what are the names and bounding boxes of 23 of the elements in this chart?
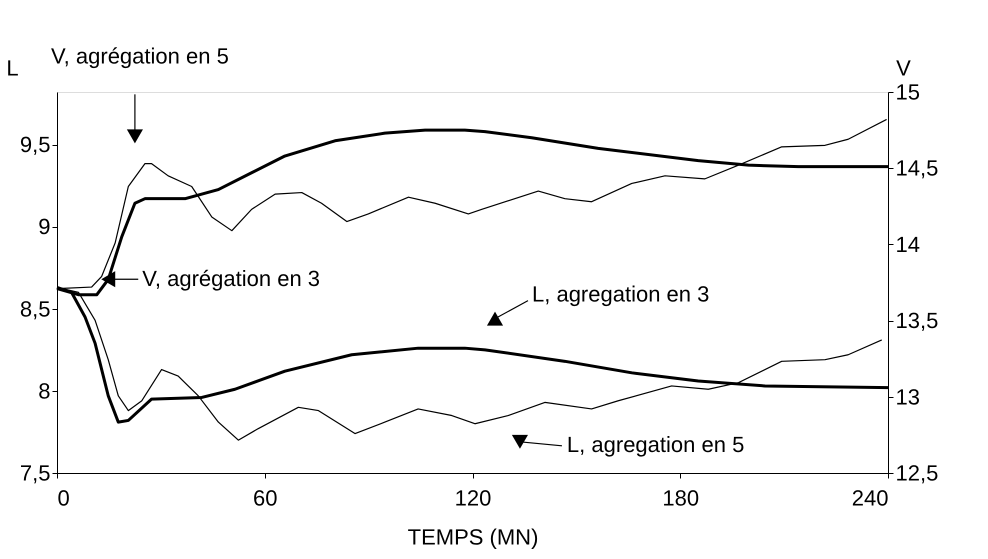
x-tick-label: 60 <box>253 486 278 510</box>
y-tick-label: 8,5 <box>20 296 50 322</box>
annotation: V, agrégation en 3 <box>142 266 320 292</box>
x-tick-label: 0 <box>58 486 70 510</box>
y-axis-title: L <box>6 56 19 80</box>
annotation: L, agregation en 5 <box>566 432 744 457</box>
x-tick-label: 180 <box>662 486 700 510</box>
x-tick-label: 240 <box>852 486 888 510</box>
y-tick-label: 7,5 <box>20 460 50 486</box>
y-tick-label: 9,5 <box>20 132 50 158</box>
y2-tick-label: 14,5 <box>896 156 938 181</box>
y-tick-label: 8 <box>38 378 50 404</box>
y2-tick-label: 13,5 <box>896 308 938 334</box>
y-tick-label: 9 <box>38 214 50 240</box>
annotation: L, agregation en 3 <box>532 282 710 307</box>
y2-tick-label: 14 <box>896 232 920 257</box>
x-axis-title: TEMPS (MN) <box>408 524 538 550</box>
y2-axis-title: V <box>896 56 912 80</box>
y2-tick-label: 13 <box>896 384 920 410</box>
x-tick-label: 120 <box>454 486 492 510</box>
y2-tick-label: 15 <box>896 80 920 104</box>
y2-tick-label: 12,5 <box>896 460 938 486</box>
annotation: V, agrégation en 5 <box>51 43 229 68</box>
